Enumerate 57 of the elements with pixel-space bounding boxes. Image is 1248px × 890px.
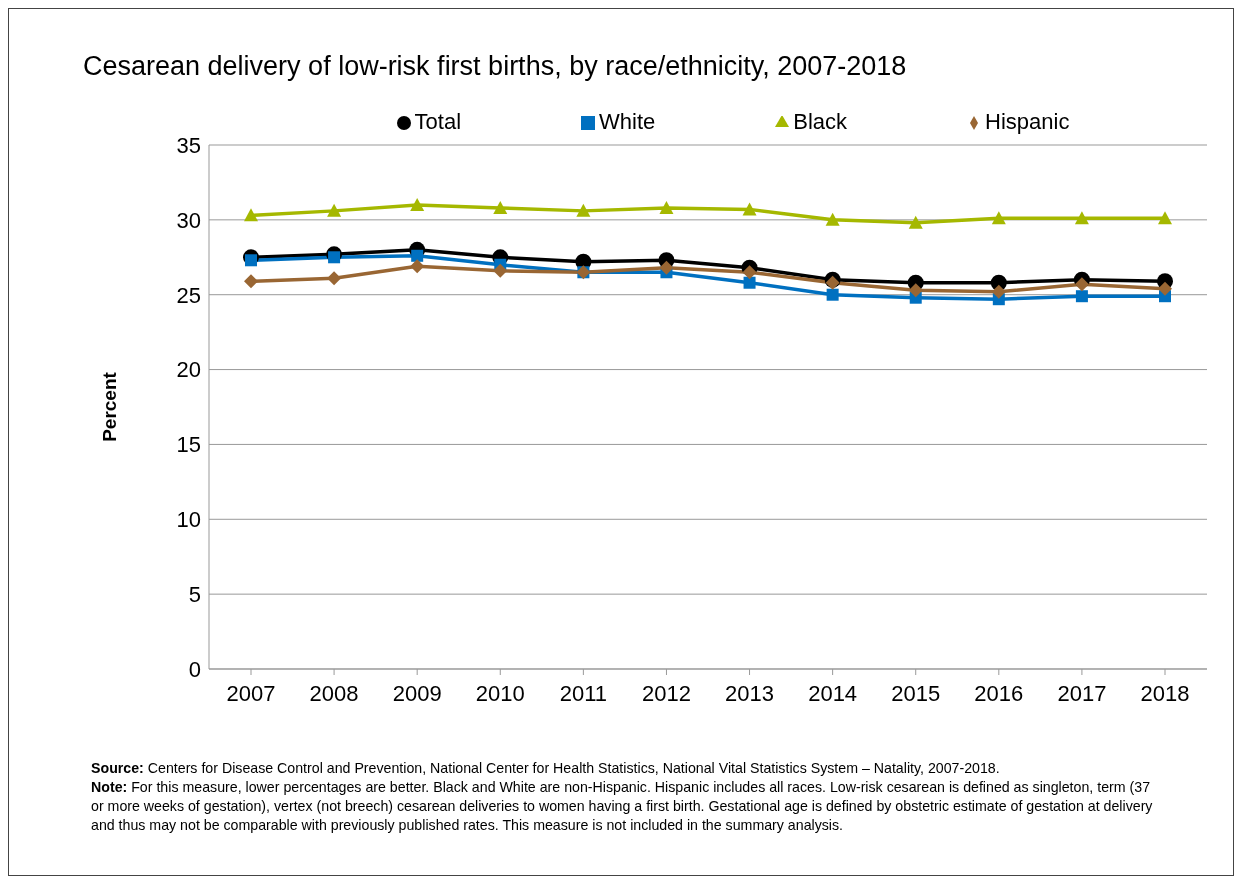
point	[327, 271, 342, 286]
x-tick-label: 2018	[1140, 680, 1190, 706]
point	[244, 274, 258, 289]
point	[742, 202, 757, 216]
x-tick-label: 2010	[475, 680, 525, 706]
y-tick-label: 30	[176, 207, 201, 233]
x-tick-label: 2017	[1057, 680, 1107, 706]
point	[493, 263, 508, 278]
point	[410, 259, 425, 274]
point	[410, 197, 425, 211]
x-tick-label: 2011	[559, 680, 608, 706]
point	[1074, 277, 1089, 292]
point	[328, 251, 341, 264]
point	[991, 211, 1006, 225]
point	[659, 260, 674, 275]
y-tick-label: 20	[176, 357, 201, 383]
point	[826, 288, 839, 301]
point	[742, 265, 757, 280]
source-note: Source: Centers for Disease Control and Prevention, National Center for Health Statistics, National Vital Statistics System – Natality, 2007-2018.	[91, 759, 1001, 778]
legend-label: Hispanic	[985, 109, 1070, 134]
point	[576, 203, 591, 217]
point	[1158, 281, 1172, 296]
y-axis-title: Percent	[98, 371, 120, 442]
x-tick-label: 2015	[891, 680, 941, 706]
y-tick-label: 25	[176, 282, 201, 308]
y-tick-label: 15	[176, 432, 201, 458]
legend-label: Total	[414, 109, 462, 134]
point	[991, 284, 1006, 299]
chart-title: Cesarean delivery of low-risk first births, by race/ethnicity, 2007-2018	[83, 51, 907, 82]
y-tick-label: 10	[176, 507, 201, 533]
point	[908, 283, 923, 298]
point	[1074, 211, 1089, 225]
point	[1158, 211, 1172, 225]
y-tick-label: 35	[176, 132, 201, 158]
x-tick-label: 2008	[309, 680, 359, 706]
x-tick-label: 2009	[392, 680, 442, 706]
point	[244, 208, 258, 222]
point	[245, 254, 257, 267]
x-tick-label: 2013	[725, 680, 775, 706]
y-tick-label: 5	[188, 581, 201, 607]
x-tick-label: 2014	[808, 680, 858, 706]
text: Note: For this measure, lower percentages are better. Black and White are non-Hispanic. Hispanic includes all races. Low-risk cesarean is defined as singleton, term (37 or more weeks of gestation), vertex (not breech) cesarean deliveries to women having a first birth. Gestational age is defined by obstetric estimate of gestation at delivery and thus may not be comparable with previously published rates. This measure is not included in the summary analysis.	[91, 778, 1154, 835]
point	[327, 203, 342, 217]
legend-label: Black	[793, 109, 848, 134]
point	[1075, 290, 1088, 303]
x-tick-label: 2016	[974, 680, 1024, 706]
x-tick-label: 2012	[641, 680, 691, 706]
point	[411, 249, 424, 262]
point	[493, 200, 508, 214]
point	[743, 276, 756, 289]
x-tick-label: 2007	[226, 680, 276, 706]
legend-label: White	[599, 109, 656, 134]
point	[659, 200, 674, 214]
point	[908, 215, 923, 229]
y-tick-label: 0	[188, 656, 201, 682]
point	[825, 212, 840, 226]
point	[825, 275, 840, 290]
